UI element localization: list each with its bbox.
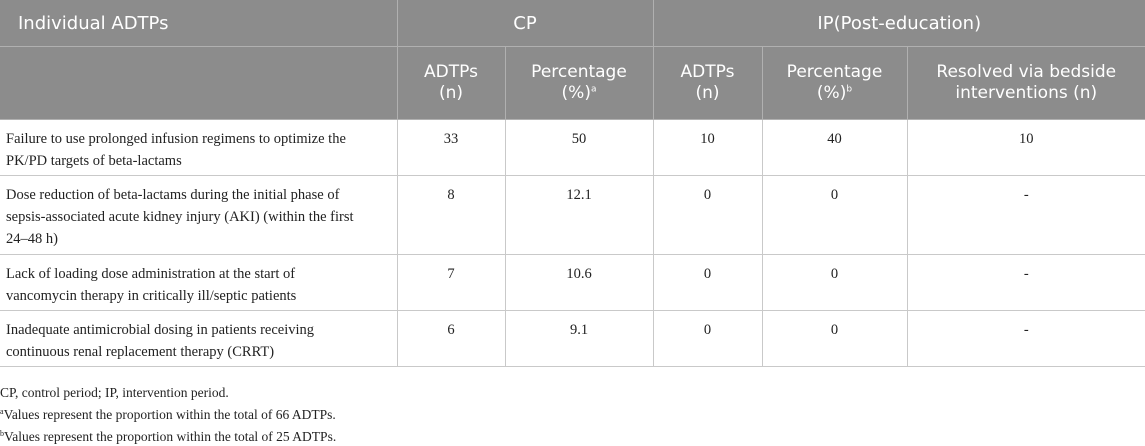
table-row: Lack of loading dose administration at t… — [0, 254, 1145, 311]
row-label: Dose reduction of beta-lactams during th… — [0, 175, 398, 255]
cell-ip-pct: 0 — [762, 175, 908, 255]
cell-resolved: - — [907, 175, 1145, 255]
header-group-cp: CP — [397, 0, 654, 47]
header-cp-pct-line2: (%) — [561, 83, 591, 103]
cell-cp-n: 8 — [397, 175, 506, 255]
row-label-line: Dose reduction of beta-lactams during th… — [6, 187, 340, 203]
table-row: Failure to use prolonged infusion regime… — [0, 119, 1145, 176]
header-cp-pct-line1: Percentage — [531, 62, 627, 82]
row-label-line: sepsis-associated acute kidney injury (A… — [6, 209, 354, 225]
header-cp-adtps-line1: ADTPs — [424, 62, 478, 82]
cell-ip-pct: 40 — [762, 119, 908, 176]
row-label: Failure to use prolonged infusion regime… — [0, 119, 398, 176]
footnote-marker-b: b — [846, 84, 853, 95]
adtp-table: Individual ADTPs CP IP(Post-education) A… — [0, 0, 1145, 367]
cell-resolved: - — [907, 254, 1145, 311]
cell-cp-pct: 9.1 — [505, 310, 654, 367]
header-ip-percentage: Percentage (%)b — [762, 46, 908, 120]
footnote-a: aValues represent the proportion within … — [0, 402, 336, 424]
header-ip-adtps: ADTPs (n) — [653, 46, 763, 120]
row-label: Inadequate antimicrobial dosing in patie… — [0, 310, 398, 367]
cell-ip-n: 0 — [653, 254, 763, 311]
cell-ip-n: 10 — [653, 119, 763, 176]
cell-ip-pct: 0 — [762, 254, 908, 311]
footnote-a-text: Values represent the proportion within t… — [3, 407, 336, 422]
cell-cp-pct: 50 — [505, 119, 654, 176]
row-label-line: Failure to use prolonged infusion regime… — [6, 131, 346, 147]
header-group-ip: IP(Post-education) — [653, 0, 1145, 47]
header-cp-adtps: ADTPs (n) — [397, 46, 506, 120]
cell-cp-pct: 12.1 — [505, 175, 654, 255]
row-label-line: Lack of loading dose administration at t… — [6, 266, 296, 282]
header-ip-adtps-line2: (n) — [695, 83, 720, 103]
row-label-line: 24–48 h) — [6, 231, 58, 247]
footnote-a-marker: a — [0, 407, 4, 416]
header-row-groups: Individual ADTPs CP IP(Post-education) — [0, 0, 1145, 47]
row-label-line: PK/PD targets of beta-lactams — [6, 153, 182, 169]
table-header: Individual ADTPs CP IP(Post-education) A… — [0, 0, 1145, 120]
cell-cp-pct: 10.6 — [505, 254, 654, 311]
header-resolved-line2: interventions (n) — [955, 83, 1098, 103]
cell-resolved: - — [907, 310, 1145, 367]
cell-cp-n: 7 — [397, 254, 506, 311]
footnote-b-marker: b — [0, 429, 4, 438]
cell-ip-n: 0 — [653, 175, 763, 255]
footnote-b: bValues represent the proportion within … — [0, 424, 336, 446]
header-cp-adtps-line2: (n) — [438, 83, 464, 103]
footnote-b-text: Values represent the proportion within t… — [4, 429, 337, 444]
header-ip-pct-line1: Percentage — [786, 62, 883, 82]
table-body: Failure to use prolonged infusion regime… — [0, 119, 1145, 367]
table-footnotes: CP, control period; IP, intervention per… — [0, 383, 336, 446]
cell-cp-n: 33 — [397, 119, 506, 176]
header-empty-cell — [0, 46, 398, 120]
cell-ip-pct: 0 — [762, 310, 908, 367]
table-row: Dose reduction of beta-lactams during th… — [0, 175, 1145, 255]
cell-ip-n: 0 — [653, 310, 763, 367]
header-ip-adtps-line1: ADTPs — [680, 62, 735, 82]
header-row-columns: ADTPs (n) Percentage (%)a ADTPs (n) Perc… — [0, 46, 1145, 120]
row-label: Lack of loading dose administration at t… — [0, 254, 398, 311]
header-resolved: Resolved via bedside interventions (n) — [907, 46, 1145, 120]
header-ip-pct-line2: (%) — [816, 83, 847, 103]
row-label-line: Inadequate antimicrobial dosing in patie… — [6, 322, 315, 338]
header-cp-percentage: Percentage (%)a — [505, 46, 654, 120]
header-resolved-line1: Resolved via bedside — [936, 62, 1117, 82]
row-label-line: vancomycin therapy in critically ill/sep… — [6, 288, 297, 304]
cell-cp-n: 6 — [397, 310, 506, 367]
header-individual-adtps: Individual ADTPs — [0, 0, 398, 47]
cell-resolved: 10 — [907, 119, 1145, 176]
footnote-abbreviations: CP, control period; IP, intervention per… — [0, 385, 229, 400]
table-row: Inadequate antimicrobial dosing in patie… — [0, 310, 1145, 367]
footnote-marker-a: a — [590, 84, 597, 95]
row-label-line: continuous renal replacement therapy (CR… — [6, 344, 275, 360]
